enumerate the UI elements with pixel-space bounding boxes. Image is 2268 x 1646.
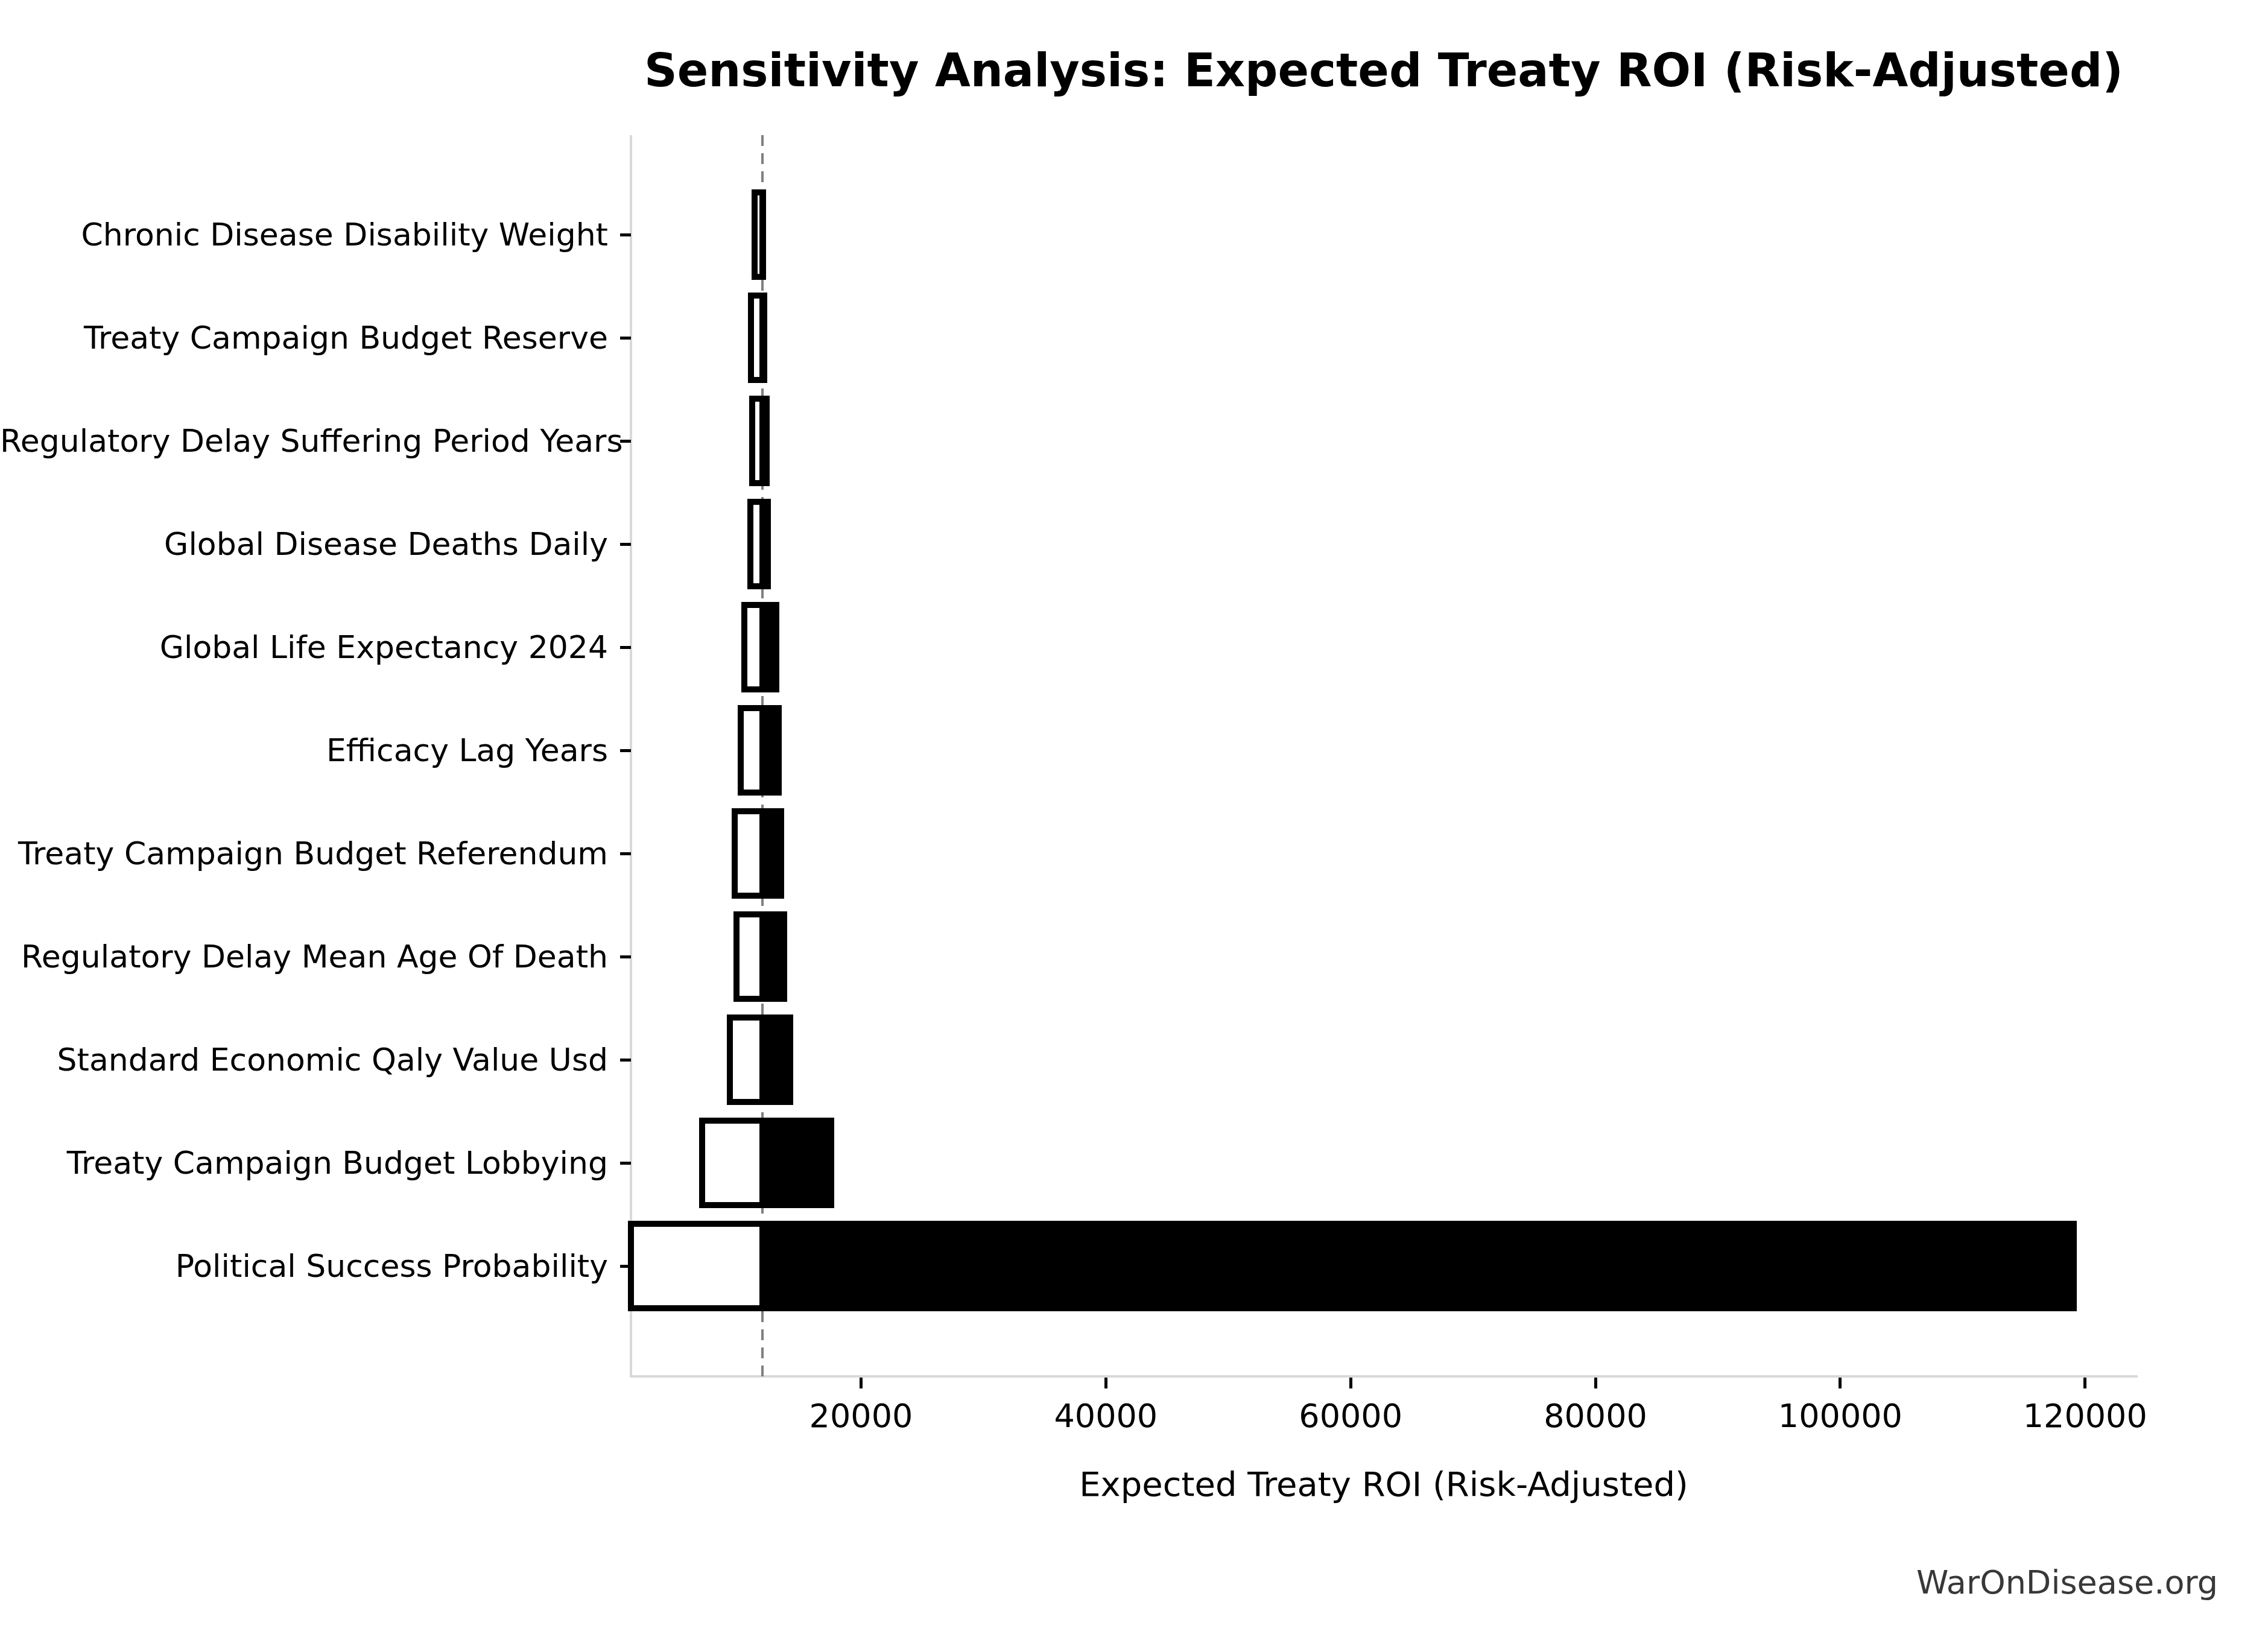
y-axis-tick xyxy=(620,543,631,546)
y-axis-label: Standard Economic Qaly Value Usd xyxy=(0,1040,608,1079)
x-axis-tick xyxy=(2083,1378,2086,1388)
bar-low-segment xyxy=(628,1221,765,1311)
bar-high-segment xyxy=(762,1118,834,1208)
y-axis-label: Treaty Campaign Budget Referendum xyxy=(0,834,608,873)
y-axis-tick xyxy=(620,852,631,855)
y-axis-label: Regulatory Delay Mean Age Of Death xyxy=(0,937,608,976)
x-axis-title: Expected Treaty ROI (Risk-Adjusted) xyxy=(631,1464,2137,1504)
bar-high-segment xyxy=(762,293,767,383)
chart-title: Sensitivity Analysis: Expected Treaty RO… xyxy=(631,43,2137,97)
x-axis-tick-label: 60000 xyxy=(1230,1397,1471,1435)
x-axis-tick-label: 80000 xyxy=(1475,1397,1716,1435)
plot-area xyxy=(631,135,2137,1376)
x-axis-tick xyxy=(1594,1378,1597,1388)
watermark-text: WarOnDisease.org xyxy=(1615,1563,2218,1601)
x-axis-tick-label: 100000 xyxy=(1720,1397,1961,1435)
bar-high-segment xyxy=(762,705,781,796)
bar-low-segment xyxy=(738,705,766,796)
x-axis-tick-label: 20000 xyxy=(741,1397,982,1435)
bottom-spine xyxy=(630,1375,2138,1378)
bar-high-segment xyxy=(762,189,766,280)
bar-high-segment xyxy=(762,396,770,486)
y-axis-label: Political Success Probability xyxy=(0,1247,608,1285)
y-axis-tick xyxy=(620,337,631,340)
y-axis-tick xyxy=(620,1265,631,1268)
bar-high-segment xyxy=(762,602,779,692)
bar-high-segment xyxy=(762,499,771,589)
y-axis-tick xyxy=(620,749,631,752)
y-axis-label: Regulatory Delay Suffering Period Years xyxy=(0,422,608,460)
bar-low-segment xyxy=(733,911,766,1002)
y-axis-tick xyxy=(620,1059,631,1062)
y-axis-tick xyxy=(620,955,631,958)
y-axis-tick xyxy=(620,1162,631,1165)
bar-high-segment xyxy=(762,1221,2076,1311)
x-axis-tick xyxy=(1839,1378,1842,1388)
y-axis-tick xyxy=(620,646,631,649)
y-axis-label: Global Disease Deaths Daily xyxy=(0,525,608,563)
y-axis-label: Global Life Expectancy 2024 xyxy=(0,628,608,666)
bar-low-segment xyxy=(741,602,765,692)
bar-high-segment xyxy=(762,808,784,899)
x-axis-tick xyxy=(1104,1378,1107,1388)
x-axis-tick-label: 40000 xyxy=(985,1397,1226,1435)
x-axis-tick xyxy=(1349,1378,1352,1388)
y-axis-tick xyxy=(620,233,631,236)
sensitivity-tornado-chart: Sensitivity Analysis: Expected Treaty RO… xyxy=(0,0,2268,1646)
y-axis-label: Efficacy Lag Years xyxy=(0,731,608,770)
bar-low-segment xyxy=(732,808,765,899)
bar-low-segment xyxy=(699,1118,765,1208)
y-axis-label: Treaty Campaign Budget Lobbying xyxy=(0,1144,608,1182)
x-axis-tick xyxy=(860,1378,863,1388)
y-axis-label: Chronic Disease Disability Weight xyxy=(0,215,608,254)
left-spine xyxy=(630,135,632,1376)
x-axis-tick-label: 120000 xyxy=(1965,1397,2206,1435)
bar-low-segment xyxy=(727,1015,765,1105)
bar-high-segment xyxy=(762,911,787,1002)
bar-high-segment xyxy=(762,1015,793,1105)
y-axis-label: Treaty Campaign Budget Reserve xyxy=(0,318,608,357)
